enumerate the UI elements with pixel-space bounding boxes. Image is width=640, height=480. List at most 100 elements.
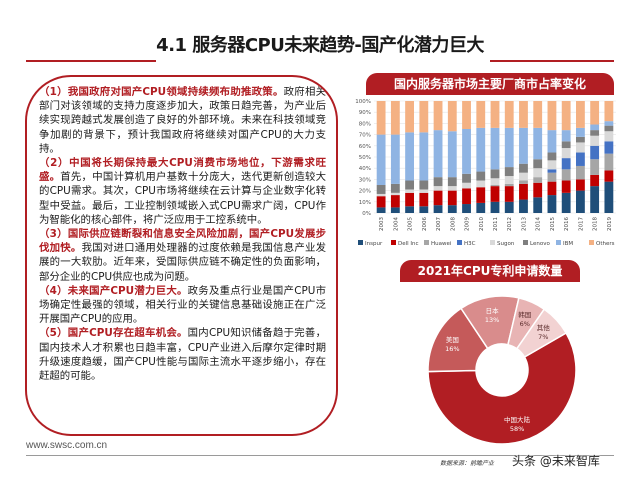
x-tick-label: 2003 — [379, 217, 385, 231]
legend-swatch — [358, 240, 363, 245]
bar-segment — [561, 192, 571, 213]
bar-segment — [476, 187, 486, 203]
bar-segment — [390, 183, 400, 193]
bar-segment — [604, 101, 614, 122]
y-tick-label: 0% — [362, 211, 371, 217]
footer-url[interactable]: www.swsc.com.cn — [26, 440, 108, 451]
slice-label: 日本 — [486, 306, 500, 315]
legend-swatch — [523, 240, 528, 245]
bar-segment — [519, 199, 528, 213]
bar-segment — [604, 131, 614, 142]
pie-slice — [515, 308, 568, 359]
bar-segment — [490, 186, 500, 202]
slice-label: 韩国 — [518, 310, 531, 319]
policy-text-panel: （1）我国政府对国产CPU领域持续频布助推政策。政府相关部门对该领域的支持力度逐… — [25, 75, 338, 436]
bar-segment — [447, 177, 457, 187]
bar-segment — [547, 181, 557, 196]
market-share-bar-chart: 0% 10% 20% 30% 40% 50% 60% 70% 80% 90% 100% 2003 200… — [355, 99, 616, 247]
bar-segment — [604, 181, 614, 213]
bar-segment — [447, 205, 457, 213]
bar-segment — [376, 196, 386, 208]
bar-segment — [405, 101, 415, 133]
bar-segment — [433, 186, 443, 191]
bar-segment — [476, 202, 486, 213]
title-divider-left — [26, 60, 156, 62]
paragraph-body: 国内CPU知识储备趋于完善，国内技术人才积累也日趋丰富，CPU产业进入后摩尔定律… — [39, 327, 326, 383]
slice-percent: 16% — [445, 345, 459, 353]
bar-segment — [390, 101, 400, 135]
x-tick-label: 2012 — [507, 217, 513, 231]
bar-segment — [519, 183, 528, 200]
legend-swatch — [490, 240, 495, 245]
x-tick-label: 2006 — [422, 217, 428, 231]
bar-segment — [490, 201, 500, 213]
bar-segment — [490, 169, 500, 179]
paragraph-heading: （2）中国将长期保持最大CPU消费市场地位，下游需求旺盛。 — [39, 157, 326, 184]
bar-segment — [433, 190, 443, 206]
bar-segment — [590, 174, 600, 187]
bar-segment — [462, 173, 471, 183]
bar-segment — [433, 101, 443, 131]
legend-label: Inspur — [365, 241, 383, 247]
bar-segment — [561, 101, 571, 131]
bar-segment — [390, 134, 400, 184]
bar-segment — [561, 148, 571, 159]
x-tick-label: 2018 — [593, 217, 599, 231]
legend-label: H3C — [464, 241, 476, 247]
bar-segment — [575, 127, 585, 137]
bar-segment — [561, 130, 571, 142]
bar-segment — [419, 189, 429, 193]
paragraph-heading: （1）我国政府对国产CPU领域持续频布助推政策。 — [39, 86, 284, 98]
bar-segment — [376, 207, 386, 213]
bar-segment — [462, 101, 471, 129]
legend-label: Lenovo — [530, 241, 550, 247]
title-divider-right — [490, 60, 614, 62]
bar-segment — [590, 145, 600, 160]
legend-label: Dell Inc — [398, 241, 419, 247]
bar-segment — [533, 127, 543, 160]
bar-segment — [575, 165, 585, 180]
bar-segment — [590, 135, 600, 146]
y-tick-label: 100% — [355, 99, 371, 105]
paragraph-heading: （3）国际供应链断裂和信息安全风险加剧，国产CPU发展步伐加快。 — [39, 228, 326, 255]
bar-segment — [533, 168, 543, 178]
paragraph-body: 我国对进口通用处理器的过度依赖是我国信息产业发展的一大软肋。近年来，受国际供应链… — [39, 242, 327, 283]
bar-segment — [504, 167, 514, 177]
slice-label: 其他 — [537, 323, 551, 332]
bar-segment — [490, 178, 500, 185]
data-source: 数据来源：前瞻产业 — [440, 460, 495, 467]
bar-segment — [604, 125, 614, 132]
paragraph-1: （1）我国政府对国产CPU领域持续频布助推政策。政府相关部门对该领域的支持力度逐… — [39, 85, 326, 156]
bar-segment — [490, 185, 500, 187]
bar-segment — [519, 180, 528, 184]
legend-label: Others — [596, 241, 615, 247]
bar-segment — [447, 131, 457, 178]
bar-segment — [419, 101, 429, 133]
bar-segment — [590, 186, 600, 213]
bar-segment — [405, 132, 415, 181]
bar-segment — [462, 182, 471, 189]
bar-segment — [533, 182, 543, 198]
bar-segment — [519, 127, 528, 164]
legend-label: Huawei — [431, 241, 452, 247]
bar-segment — [547, 101, 557, 131]
bar-segment — [433, 130, 443, 178]
bar-segment — [533, 159, 543, 169]
y-tick-label: 20% — [359, 189, 371, 195]
patent-pie-title: 2021年CPU专利申请数量 — [400, 260, 580, 282]
x-tick-label: 2015 — [550, 217, 556, 231]
bar-segment — [504, 176, 514, 184]
bar-segment — [462, 188, 471, 205]
bar-segment — [390, 195, 400, 208]
y-tick-label: 60% — [359, 144, 371, 150]
bar-segment — [533, 197, 543, 213]
pie-slice — [427, 331, 577, 445]
x-tick-label: 2005 — [408, 217, 414, 231]
bar-segment — [575, 101, 585, 128]
bar-segment — [376, 185, 386, 194]
bar-segment — [405, 206, 415, 213]
bar-segment — [519, 172, 528, 181]
bar-segment — [419, 132, 429, 181]
bar-segment — [419, 180, 429, 190]
bar-segment — [390, 207, 400, 213]
